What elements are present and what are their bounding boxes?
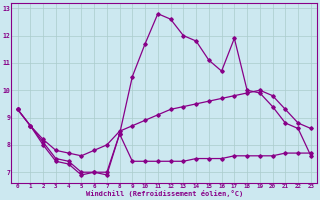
X-axis label: Windchill (Refroidissement éolien,°C): Windchill (Refroidissement éolien,°C) <box>85 190 243 197</box>
